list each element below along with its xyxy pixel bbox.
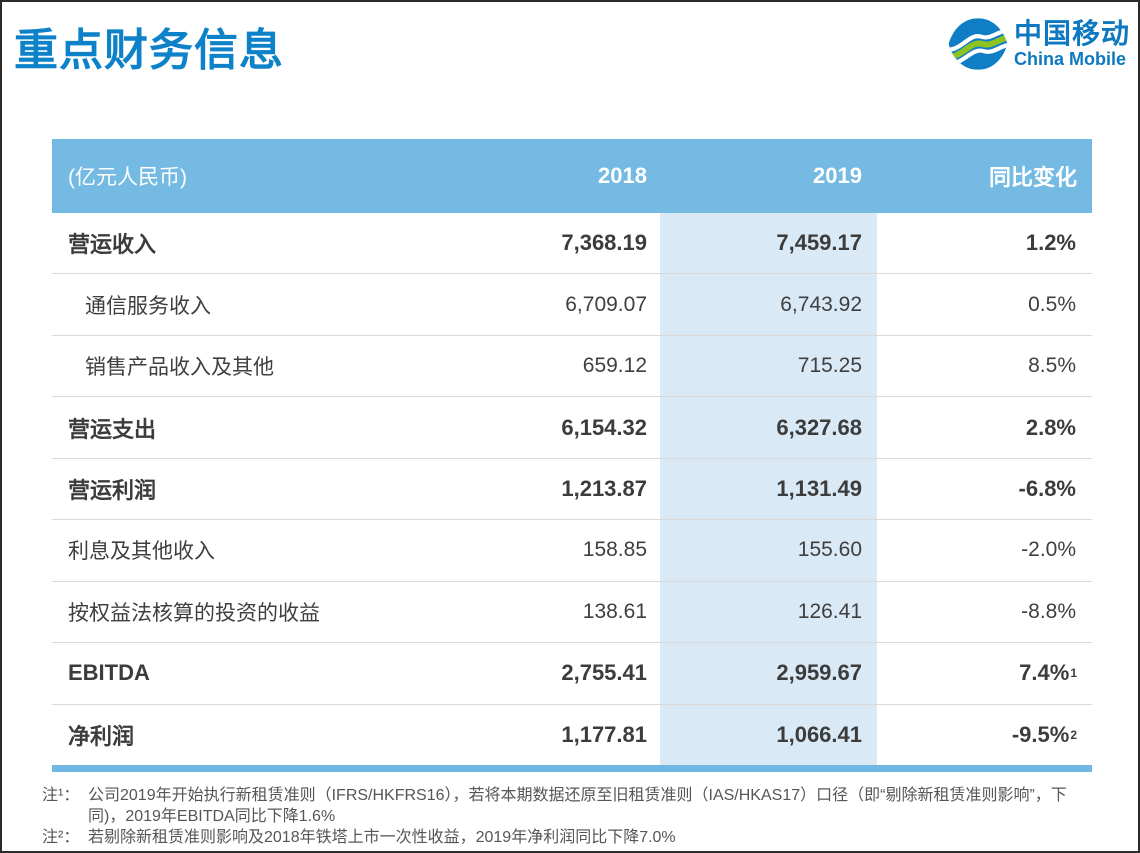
row-change: 2.8% bbox=[877, 397, 1092, 457]
table-bottom-bar bbox=[52, 765, 1092, 772]
row-change: -6.8% bbox=[877, 459, 1092, 519]
footnote-text: 公司2019年开始执行新租赁准则（IFRS/HKFRS16），若将本期数据还原至… bbox=[88, 787, 1067, 825]
row-value-2018: 158.85 bbox=[582, 538, 647, 562]
table-row: EBITDA 2,755.41 2,959.67 7.4% 1 bbox=[52, 643, 1092, 705]
row-change-value: 0.5% bbox=[1028, 292, 1076, 316]
row-value-2018: 1,213.87 bbox=[561, 475, 647, 501]
table-row: 通信服务收入 6,709.07 6,743.92 0.5% bbox=[52, 274, 1092, 336]
header-col-change: 同比变化 bbox=[988, 165, 1077, 190]
row-change-value: 1.2% bbox=[1025, 230, 1076, 256]
row-change-value: 2.8% bbox=[1025, 414, 1076, 440]
row-change-value: -8.8% bbox=[1021, 599, 1076, 623]
row-change: -8.8% bbox=[877, 582, 1092, 642]
table-row: 净利润 1,177.81 1,066.41 -9.5% 2 bbox=[52, 704, 1092, 765]
row-value-2018: 2,755.41 bbox=[561, 660, 647, 686]
table-row: 营运支出 6,154.32 6,327.68 2.8% bbox=[52, 397, 1092, 459]
table-row: 营运收入 7,368.19 7,459.17 1.2% bbox=[52, 213, 1092, 275]
row-value-2019: 6,743.92 bbox=[660, 274, 877, 335]
row-label: 利息及其他收入 bbox=[68, 540, 215, 564]
row-label: 按权益法核算的投资的收益 bbox=[68, 601, 320, 625]
row-value-2019: 6,327.68 bbox=[660, 397, 877, 458]
row-value-2018: 1,177.81 bbox=[561, 721, 647, 747]
footnote: 注¹： 公司2019年开始执行新租赁准则（IFRS/HKFRS16），若将本期数… bbox=[42, 785, 1078, 827]
row-change: -9.5% 2 bbox=[1011, 721, 1077, 747]
row-value-2019: 7,459.17 bbox=[660, 213, 877, 274]
row-label: 净利润 bbox=[68, 723, 135, 749]
footnotes: 注¹： 公司2019年开始执行新租赁准则（IFRS/HKFRS16），若将本期数… bbox=[42, 785, 1078, 848]
row-label: 销售产品收入及其他 bbox=[85, 356, 274, 380]
row-value-2019: 2,959.67 bbox=[660, 643, 877, 704]
row-value-2019: 715.25 bbox=[660, 335, 877, 397]
row-change-value: -6.8% bbox=[1018, 475, 1076, 501]
table-row: 销售产品收入及其他 659.12 715.25 8.5% bbox=[52, 335, 1092, 398]
row-change: 0.5% bbox=[877, 274, 1092, 334]
row-change: -2.0% bbox=[877, 520, 1092, 580]
row-change-value: 8.5% bbox=[1028, 354, 1076, 378]
financial-table: (亿元人民币) 2018 2019 同比变化 营运收入 7,368.19 7,4… bbox=[52, 139, 1092, 772]
footnote: 注²： 若剔除新租赁准则影响及2018年铁塔上市一次性收益，2019年净利润同比… bbox=[42, 827, 1078, 848]
footnote-text: 若剔除新租赁准则影响及2018年铁塔上市一次性收益，2019年净利润同比下降7.… bbox=[88, 829, 676, 846]
row-value-2019: 1,131.49 bbox=[660, 458, 877, 520]
row-label: 营运收入 bbox=[68, 232, 157, 258]
row-change-value: -2.0% bbox=[1021, 538, 1076, 562]
table-row: 利息及其他收入 158.85 155.60 -2.0% bbox=[52, 520, 1092, 582]
footnote-label: 注¹： bbox=[42, 787, 80, 804]
row-value-2019: 126.41 bbox=[660, 581, 877, 643]
row-change: 7.4% 1 bbox=[1019, 660, 1077, 686]
header-col-2019: 2019 bbox=[813, 163, 862, 188]
row-change: 1.2% bbox=[877, 213, 1092, 273]
page-title: 重点财务信息 bbox=[14, 26, 284, 75]
row-label: 通信服务收入 bbox=[85, 294, 211, 318]
row-value-2018: 6,154.32 bbox=[561, 414, 647, 440]
china-mobile-logo-icon bbox=[948, 18, 1008, 70]
table-header-row: (亿元人民币) 2018 2019 同比变化 bbox=[52, 139, 1092, 213]
table-row: 营运利润 1,213.87 1,131.49 -6.8% bbox=[52, 458, 1092, 521]
row-value-2018: 659.12 bbox=[582, 354, 647, 378]
table-row: 按权益法核算的投资的收益 138.61 126.41 -8.8% bbox=[52, 581, 1092, 644]
footnote-label: 注²： bbox=[42, 829, 80, 846]
row-value-2018: 6,709.07 bbox=[565, 292, 647, 316]
logo-en-text: China Mobile bbox=[1013, 49, 1126, 69]
row-value-2018: 7,368.19 bbox=[561, 230, 647, 256]
row-value-2019: 1,066.41 bbox=[660, 704, 877, 765]
header-col-2018: 2018 bbox=[598, 163, 647, 188]
row-label: 营运利润 bbox=[68, 477, 157, 503]
row-change-value: 7.4% bbox=[1019, 660, 1070, 686]
logo-cn-text: 中国移动 bbox=[1013, 18, 1130, 49]
table-body: 营运收入 7,368.19 7,459.17 1.2% 通信服务收入 6,709… bbox=[52, 213, 1092, 765]
header-unit: (亿元人民币) bbox=[68, 166, 187, 189]
row-change: 8.5% bbox=[877, 336, 1092, 396]
china-mobile-logo: 中国移动 China Mobile bbox=[948, 14, 1130, 74]
row-change-value: -9.5% bbox=[1011, 721, 1070, 747]
row-label: 营运支出 bbox=[68, 416, 157, 442]
row-value-2019: 155.60 bbox=[660, 520, 877, 581]
row-value-2018: 138.61 bbox=[582, 599, 647, 623]
logo-text: 中国移动 China Mobile bbox=[1013, 18, 1130, 70]
row-label: EBITDA bbox=[68, 660, 150, 686]
